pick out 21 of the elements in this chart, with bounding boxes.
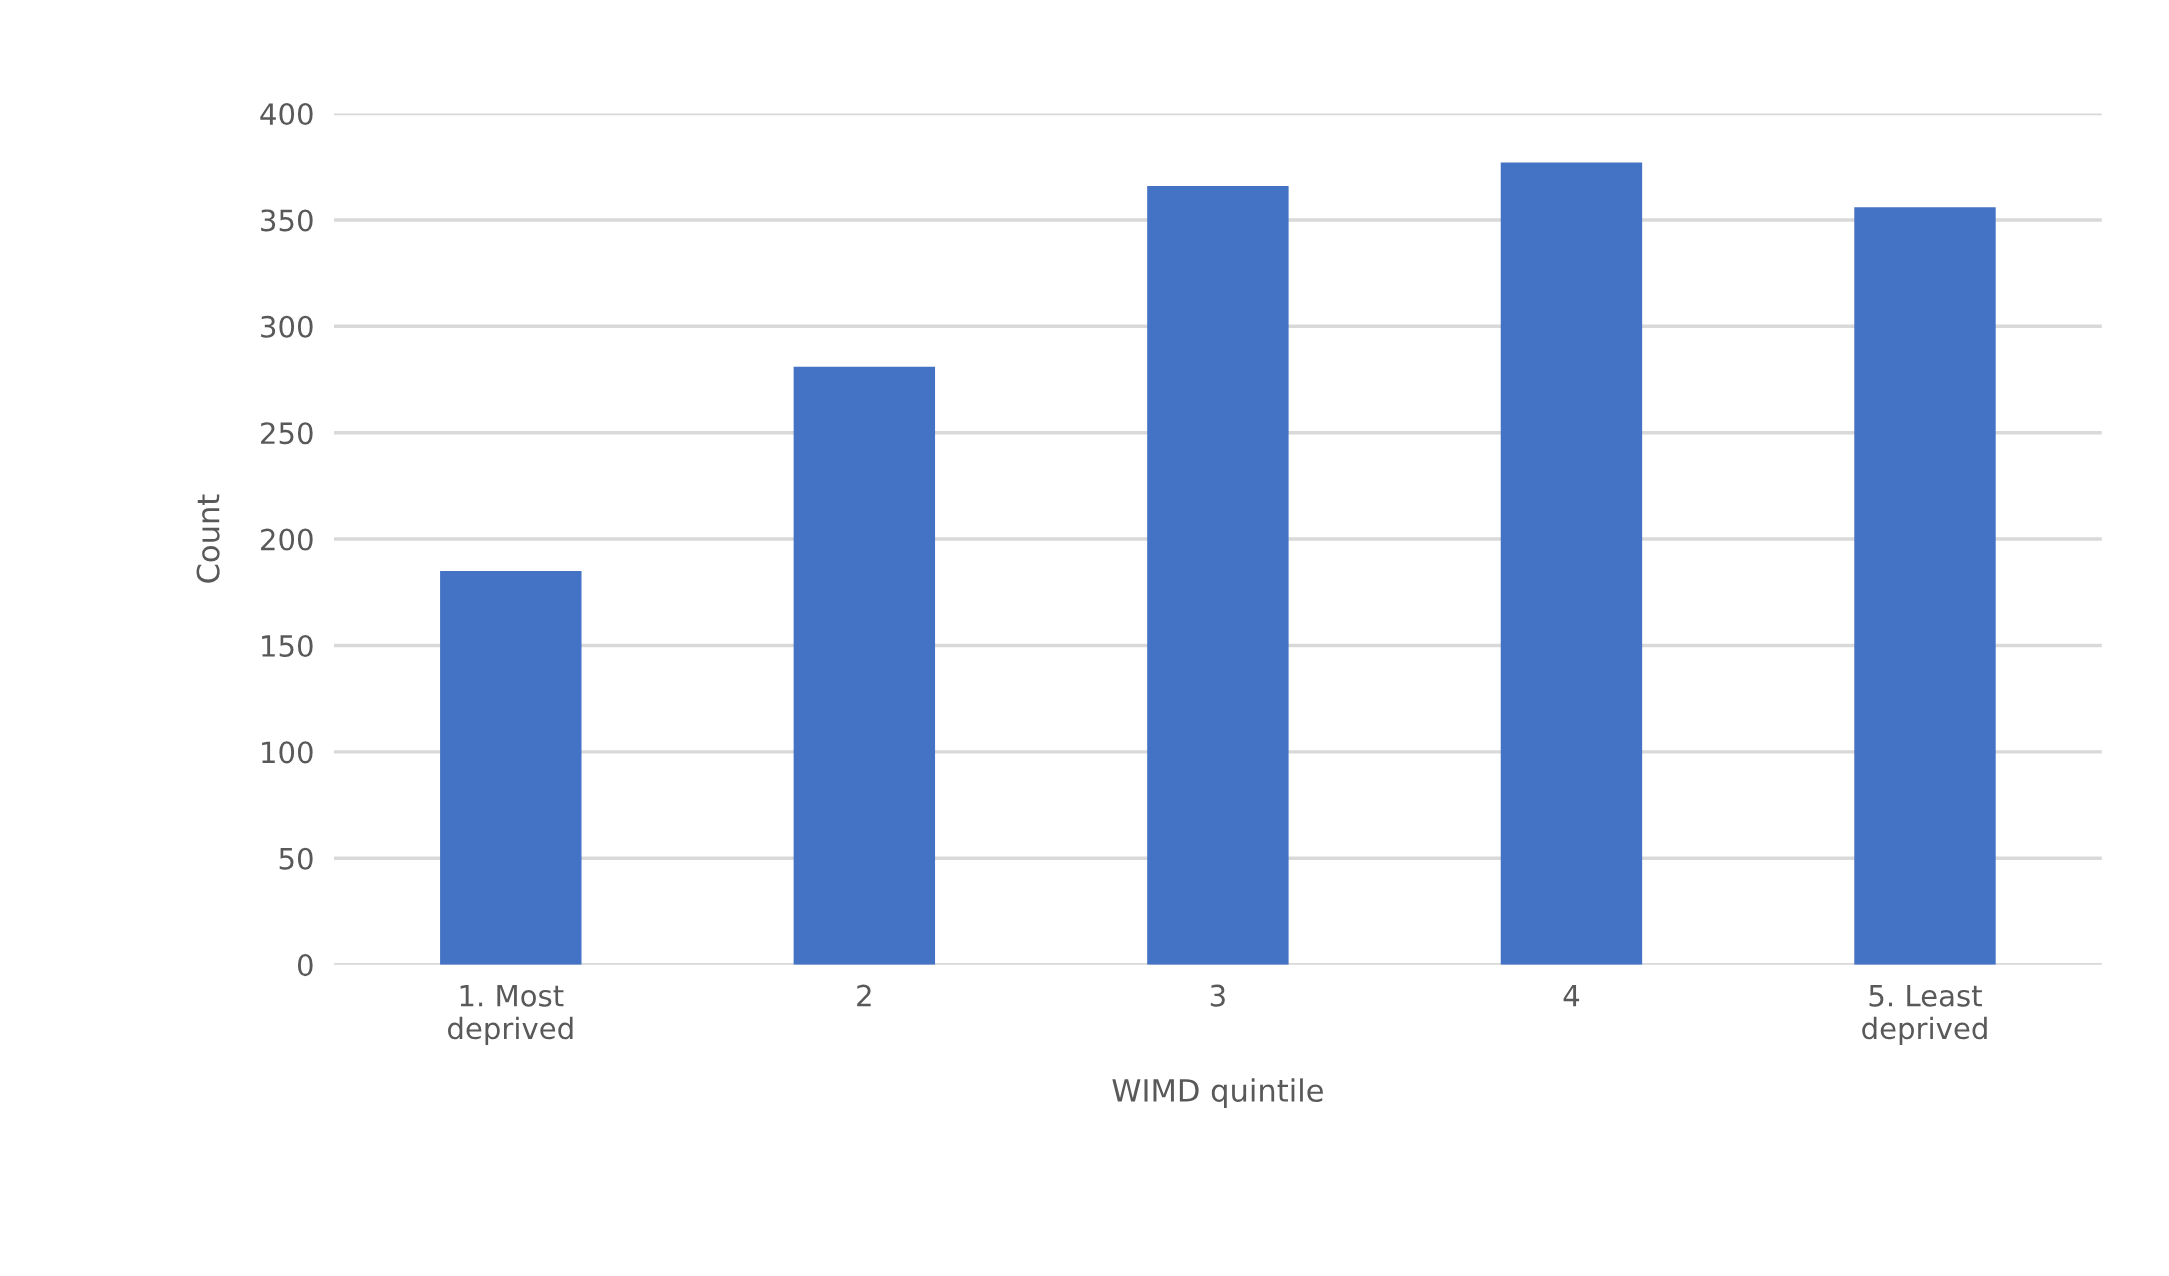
x-tick-label: 3 bbox=[1210, 984, 1225, 1007]
y-axis-title: Count bbox=[196, 494, 220, 583]
y-tick-label: 100 bbox=[262, 741, 313, 764]
y-tick-label: 50 bbox=[279, 847, 313, 870]
y-tick-label: 400 bbox=[260, 103, 313, 126]
y-tick-label: 150 bbox=[262, 634, 313, 657]
y-tick-label: 300 bbox=[261, 315, 313, 338]
x-axis-title: WIMD quintile bbox=[1112, 1078, 1323, 1108]
bar bbox=[1854, 207, 1996, 965]
x-tick-label: 1. Most deprived bbox=[448, 985, 573, 1045]
bar bbox=[793, 366, 936, 965]
y-tick-label: 250 bbox=[261, 422, 313, 445]
bar bbox=[440, 571, 582, 965]
x-tick-label: 2 bbox=[857, 984, 871, 1007]
y-tick-label: 0 bbox=[297, 954, 313, 977]
bar bbox=[1147, 185, 1289, 965]
bar bbox=[1500, 162, 1643, 965]
x-tick-label: 5. Least deprived bbox=[1862, 985, 1987, 1045]
y-tick-label: 200 bbox=[261, 528, 313, 551]
y-tick-label: 350 bbox=[261, 209, 313, 232]
x-tick-label: 4 bbox=[1563, 985, 1580, 1007]
